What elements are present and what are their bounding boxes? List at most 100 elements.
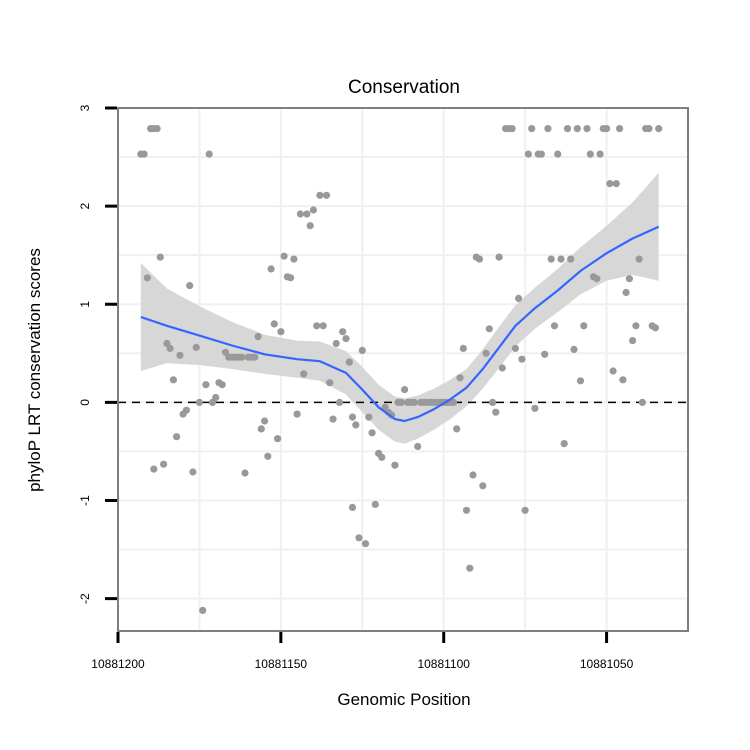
data-point [632, 322, 640, 330]
data-point [202, 381, 210, 389]
data-point [518, 355, 526, 363]
data-point [264, 452, 272, 460]
data-point [212, 393, 220, 402]
data-point [629, 337, 637, 345]
data-point [508, 125, 516, 133]
data-point [560, 440, 568, 448]
data-point [176, 351, 184, 359]
data-point [492, 408, 500, 416]
data-point [580, 322, 588, 330]
data-point [498, 364, 506, 372]
data-point [153, 125, 161, 133]
data-point [570, 345, 578, 353]
data-point [277, 328, 285, 336]
data-point [143, 274, 151, 282]
data-point [583, 125, 591, 133]
data-point [296, 210, 304, 218]
data-point [186, 282, 194, 290]
data-point [606, 180, 614, 188]
data-point [557, 255, 565, 263]
y-axis: -2 -1 0 1 2 3 [78, 104, 117, 604]
data-point [537, 150, 546, 158]
x-tick-label: 10881200 [91, 657, 145, 671]
data-point [531, 404, 539, 412]
data-point [280, 252, 288, 260]
data-point [625, 275, 634, 283]
data-point [365, 413, 373, 421]
y-tick-label: 0 [78, 399, 92, 406]
data-point [547, 255, 555, 263]
data-point [619, 376, 627, 384]
data-point [475, 255, 484, 263]
data-point [414, 442, 422, 451]
data-point [485, 325, 493, 333]
data-point [257, 425, 265, 433]
data-points [137, 125, 663, 615]
confidence-band [140, 172, 659, 444]
data-point [524, 150, 533, 158]
data-point [586, 150, 594, 158]
data-point [528, 125, 536, 133]
data-point [306, 222, 314, 230]
data-point [401, 386, 409, 394]
data-point [241, 469, 249, 477]
data-point [166, 344, 174, 352]
data-point [479, 482, 487, 490]
data-point [511, 344, 519, 352]
data-point [544, 125, 552, 133]
y-tick-label: 1 [78, 301, 92, 308]
data-point [482, 349, 490, 357]
data-point [655, 125, 663, 133]
data-point [309, 206, 317, 214]
smooth-curve [140, 225, 660, 423]
data-point [616, 125, 624, 133]
data-point [326, 379, 334, 387]
data-point [335, 398, 344, 406]
data-point [238, 353, 246, 361]
data-point [456, 374, 464, 382]
data-point [348, 413, 357, 421]
data-point [290, 255, 298, 263]
data-point [218, 381, 226, 389]
data-point [635, 255, 643, 263]
data-point [274, 435, 282, 443]
y-tick-label: 3 [78, 104, 92, 111]
data-point [603, 125, 611, 133]
plot-panel [117, 107, 689, 632]
data-point [189, 468, 197, 476]
data-point [303, 210, 311, 218]
data-point [339, 328, 347, 336]
data-point [361, 540, 370, 548]
data-point [622, 288, 630, 297]
data-point [563, 125, 572, 133]
data-point [150, 465, 158, 473]
data-point [462, 506, 471, 514]
data-point [378, 453, 386, 461]
data-point [287, 274, 295, 282]
x-axis: 10881200 10881150 10881100 10881050 [91, 632, 634, 671]
data-point [371, 500, 379, 508]
data-point [192, 343, 200, 351]
data-point [466, 564, 474, 572]
data-point [449, 398, 458, 406]
data-point [495, 253, 503, 261]
data-point [550, 322, 559, 330]
data-point [160, 460, 168, 468]
data-point [355, 534, 363, 542]
data-point [541, 350, 549, 358]
data-point [638, 398, 647, 406]
data-point [651, 324, 660, 332]
data-point [593, 275, 601, 283]
data-point [489, 398, 497, 406]
data-point [554, 150, 562, 158]
x-tick-label: 10881050 [580, 657, 634, 671]
data-point [397, 398, 405, 406]
data-point [182, 406, 190, 414]
data-point [515, 294, 523, 302]
data-point [293, 410, 301, 418]
data-point [358, 346, 366, 354]
y-tick-label: -2 [78, 593, 92, 604]
data-point [140, 150, 148, 158]
y-tick-label: -1 [78, 495, 92, 506]
